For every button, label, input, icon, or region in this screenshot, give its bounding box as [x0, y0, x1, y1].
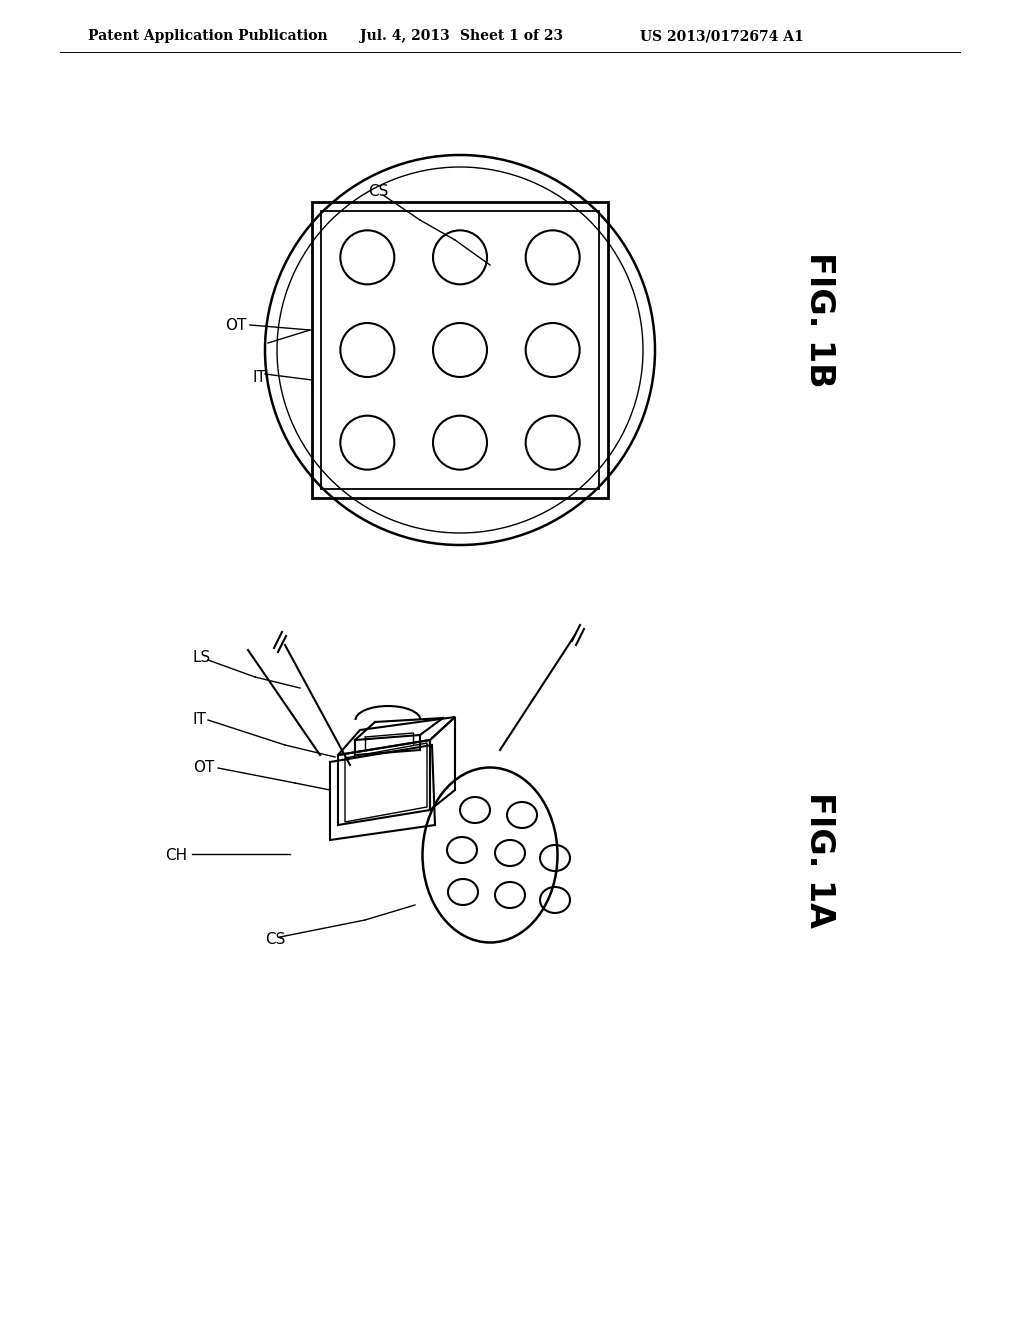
Text: Sheet 1 of 23: Sheet 1 of 23 [460, 29, 563, 44]
Text: OT: OT [225, 318, 247, 333]
Text: OT: OT [193, 760, 214, 776]
Text: FIG. 1A: FIG. 1A [804, 792, 837, 928]
Bar [321, 211, 599, 488]
Text: LS: LS [193, 651, 211, 665]
Text: CS: CS [368, 185, 388, 199]
Text: FIG. 1B: FIG. 1B [804, 252, 837, 388]
Text: Jul. 4, 2013: Jul. 4, 2013 [360, 29, 450, 44]
Text: CS: CS [265, 932, 286, 948]
Text: IT: IT [193, 713, 207, 727]
Text: IT: IT [252, 370, 266, 384]
Bar [312, 202, 608, 498]
Text: Patent Application Publication: Patent Application Publication [88, 29, 328, 44]
Text: US 2013/0172674 A1: US 2013/0172674 A1 [640, 29, 804, 44]
Text: CH: CH [165, 847, 187, 862]
